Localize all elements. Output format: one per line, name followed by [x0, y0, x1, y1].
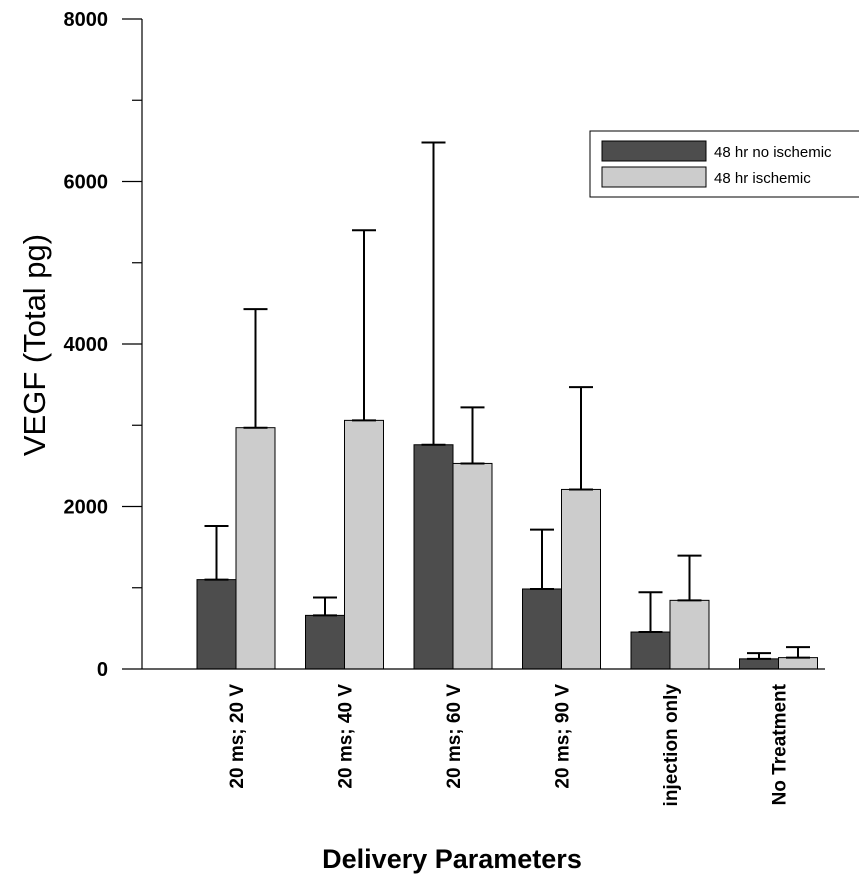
bar [778, 657, 818, 670]
error-bars [204, 141, 810, 660]
bar [413, 444, 454, 670]
bar [452, 462, 493, 670]
category-label: 20 ms; 90 V [553, 684, 574, 789]
category-label: injection only [661, 684, 682, 807]
bar [561, 488, 601, 670]
x-axis-title: Delivery Parameters [322, 844, 582, 874]
y-tick-label: 2000 [64, 497, 109, 519]
category-label: 20 ms; 20 V [227, 684, 248, 789]
x-axis: 20 ms; 20 V 20 ms; 40 V 20 ms; 60 V 20 ms; … [142, 668, 825, 807]
bar [630, 631, 671, 670]
bar [344, 419, 384, 670]
legend-label-ischemic: 48 hr ischemic [714, 170, 811, 187]
legend-label-no-ischemic: 48 hr no ischemic [714, 144, 832, 161]
y-axis-title: VEGF (Total pg) [17, 234, 52, 456]
bar [522, 588, 562, 670]
bar [305, 614, 345, 670]
y-tick-label: 8000 [64, 9, 109, 31]
legend-swatch-no-ischemic [601, 140, 707, 162]
bar [669, 599, 710, 670]
legend: 48 hr no ischemic 48 hr ischemic [589, 130, 859, 198]
bar [235, 427, 276, 670]
category-label: 20 ms; 40 V [336, 684, 357, 789]
y-tick-label: 4000 [64, 334, 109, 356]
legend-swatch-ischemic [601, 166, 707, 188]
category-label: 20 ms; 60 V [444, 684, 465, 789]
bar [196, 579, 237, 670]
bar [739, 658, 779, 670]
y-tick-label: 6000 [64, 172, 109, 194]
y-tick-label: 0 [97, 659, 108, 681]
category-label: No Treatment [770, 683, 791, 805]
y-axis: 0 2000 4000 6000 8000 [64, 9, 143, 681]
bars [196, 419, 818, 670]
